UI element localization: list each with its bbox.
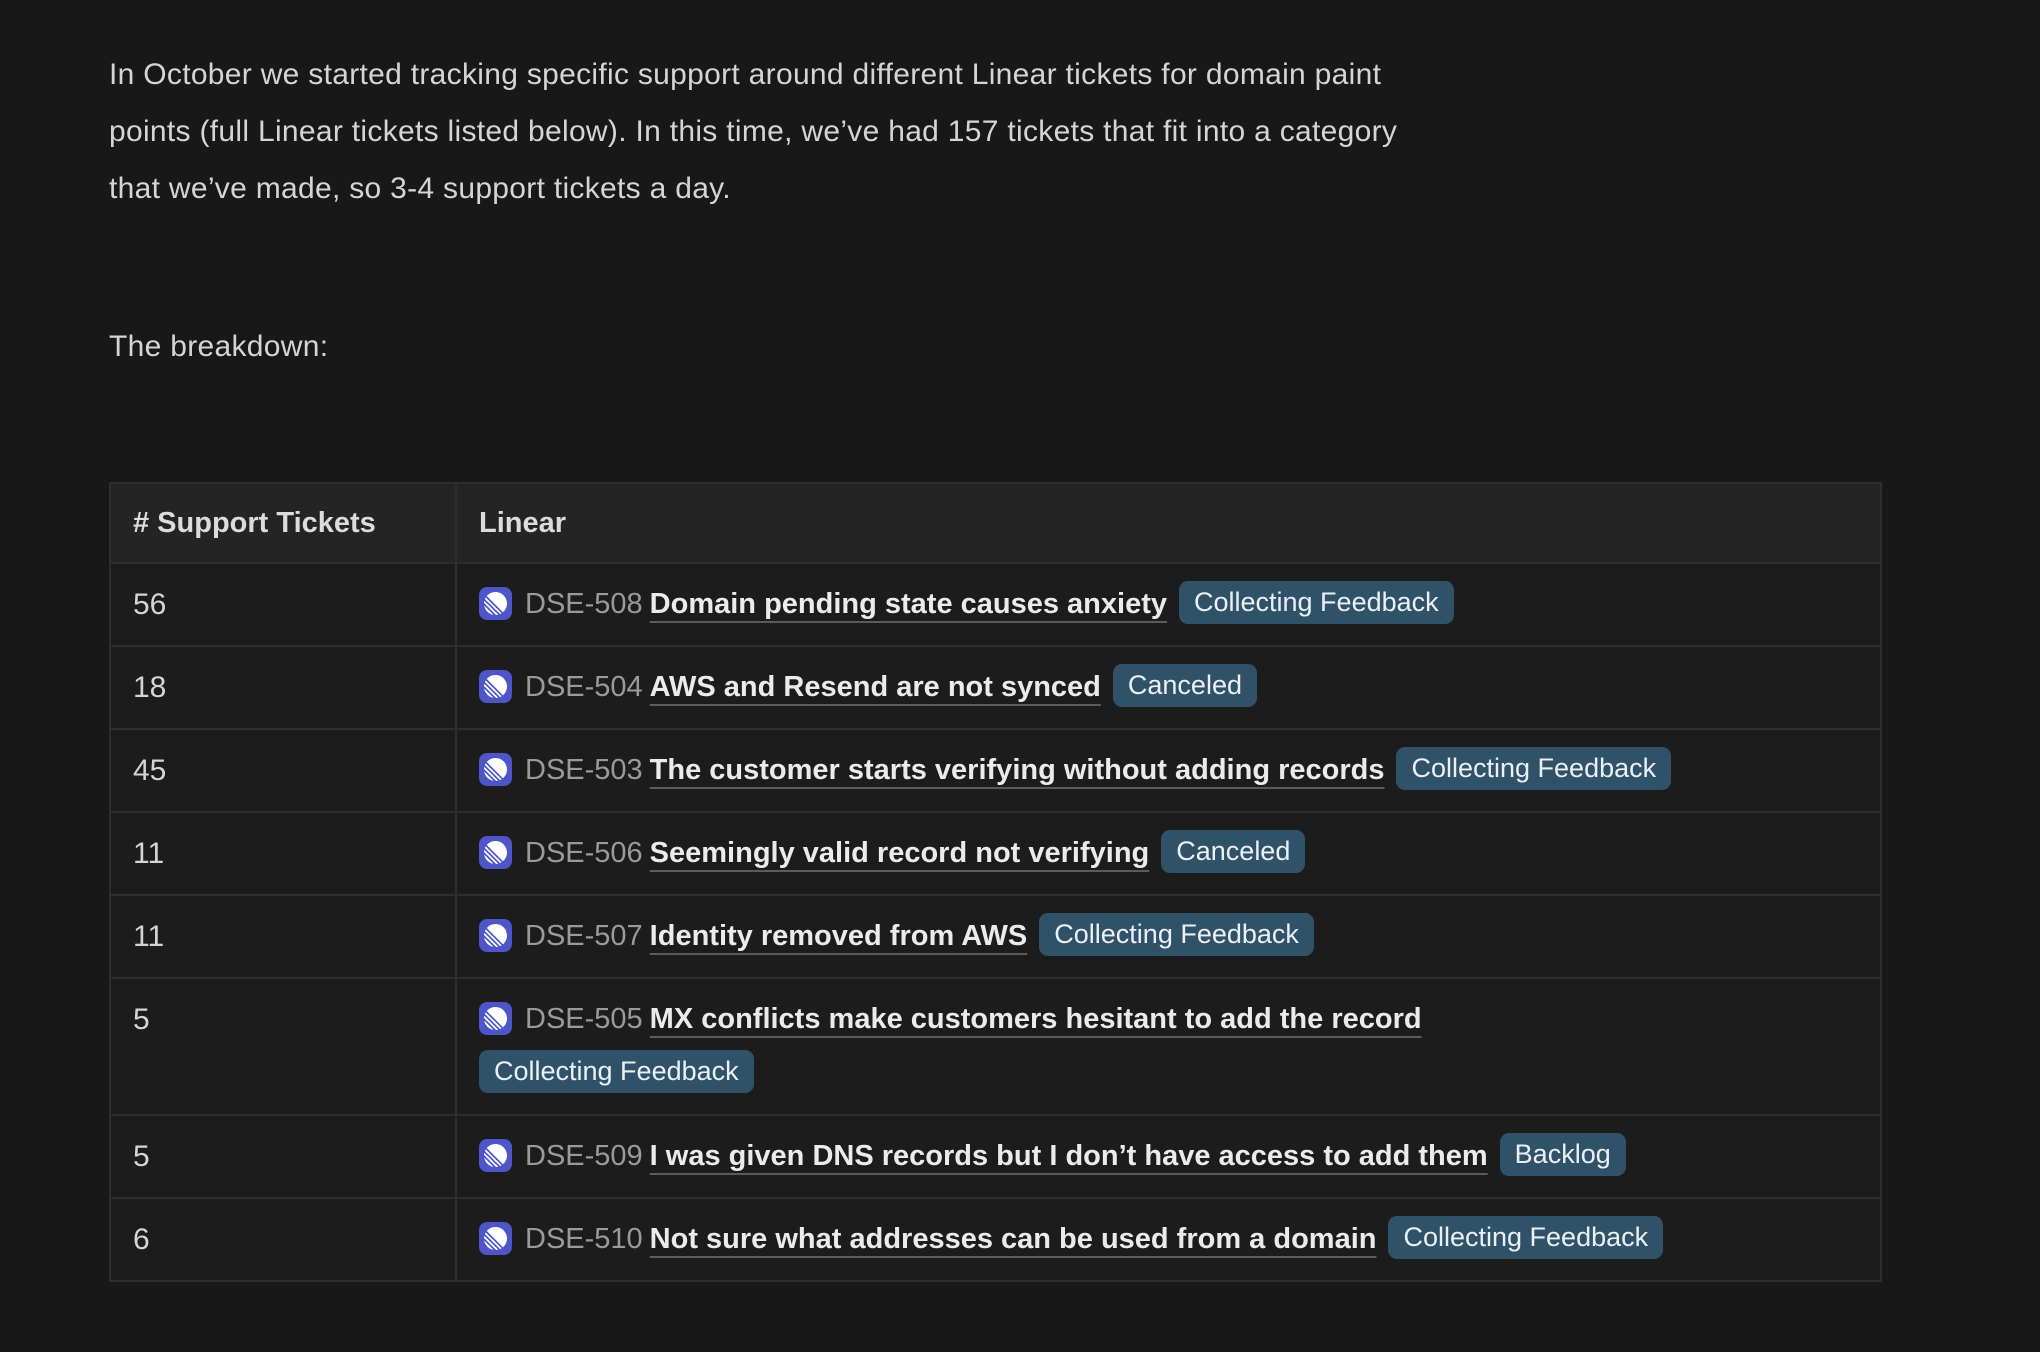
table-row: 5 DSE-505 MX conflicts make customers hes…: [109, 977, 1882, 1116]
ticket-title: Seemingly valid record not verifying: [649, 837, 1150, 869]
ticket-title: I was given DNS records but I don’t have…: [649, 1140, 1488, 1172]
table-row: 11 DSE-506 Seemingly valid record not ver…: [109, 811, 1882, 896]
intro-line: points (full Linear tickets listed below…: [109, 115, 1398, 148]
status-badge: Collecting Feedback: [1396, 747, 1672, 790]
linear-ticket-cell[interactable]: DSE-503 The customer starts verifying wit…: [455, 728, 1882, 813]
ticket-id: DSE-504: [525, 671, 643, 703]
linear-ticket-cell[interactable]: DSE-508 Domain pending state causes anxie…: [455, 562, 1882, 647]
status-badge: Collecting Feedback: [1388, 1216, 1664, 1259]
table-row: 11 DSE-507 Identity removed from AWS Colle…: [109, 894, 1882, 979]
ticket-title: Not sure what addresses can be used from…: [649, 1223, 1377, 1255]
breakdown-table: # Support Tickets Linear 56 DSE-508 Domai…: [109, 482, 1882, 1282]
ticket-count-cell[interactable]: 5: [109, 977, 457, 1116]
status-badge: Collecting Feedback: [479, 1050, 754, 1093]
ticket-count: 5: [133, 1003, 150, 1036]
linear-ticket-mention[interactable]: DSE-503 The customer starts verifying wit…: [479, 747, 1672, 790]
linear-logo-icon: [479, 670, 512, 703]
ticket-count: 5: [133, 1140, 150, 1173]
linear-ticket-cell[interactable]: DSE-507 Identity removed from AWS Collecti…: [455, 894, 1882, 979]
intro-line: that we’ve made, so 3-4 support tickets …: [109, 172, 731, 205]
table-row: 5 DSE-509 I was given DNS records but I d…: [109, 1114, 1882, 1199]
ticket-count: 6: [133, 1223, 150, 1256]
breakdown-label: The breakdown:: [109, 330, 329, 363]
ticket-count: 56: [133, 588, 167, 621]
linear-logo-icon: [479, 1222, 512, 1255]
ticket-count: 11: [133, 837, 165, 870]
linear-ticket-mention[interactable]: DSE-510 Not sure what addresses can be us…: [479, 1216, 1664, 1259]
table-row: 18 DSE-504 AWS and Resend are not synced C…: [109, 645, 1882, 730]
linear-logo-icon: [479, 919, 512, 952]
linear-ticket-mention[interactable]: DSE-509 I was given DNS records but I don…: [479, 1133, 1626, 1176]
ticket-id: DSE-507: [525, 920, 643, 952]
ticket-id: DSE-509: [525, 1140, 643, 1172]
linear-ticket-mention[interactable]: DSE-507 Identity removed from AWS Collecti…: [479, 913, 1314, 956]
status-badge: Collecting Feedback: [1039, 913, 1314, 956]
ticket-count-cell[interactable]: 56: [109, 562, 457, 647]
ticket-count-cell[interactable]: 11: [109, 811, 457, 896]
ticket-id: DSE-505: [525, 1003, 643, 1035]
linear-ticket-cell[interactable]: DSE-506 Seemingly valid record not verify…: [455, 811, 1882, 896]
ticket-id: DSE-510: [525, 1223, 643, 1255]
ticket-id: DSE-503: [525, 754, 643, 786]
linear-ticket-cell[interactable]: DSE-510 Not sure what addresses can be us…: [455, 1197, 1882, 1282]
ticket-title: AWS and Resend are not synced: [649, 671, 1101, 703]
linear-ticket-mention[interactable]: DSE-506 Seemingly valid record not verify…: [479, 830, 1306, 873]
column-header-linear: Linear: [455, 482, 1882, 564]
ticket-count-cell[interactable]: 45: [109, 728, 457, 813]
document-content: In October we started tracking specific …: [109, 46, 1990, 1282]
column-header-support-tickets: # Support Tickets: [109, 482, 457, 564]
table-header-row: # Support Tickets Linear: [109, 482, 1882, 564]
linear-logo-icon: [479, 836, 512, 869]
linear-ticket-mention[interactable]: DSE-504 AWS and Resend are not synced Canc…: [479, 664, 1257, 707]
ticket-id: DSE-506: [525, 837, 643, 869]
table-row: 56 DSE-508 Domain pending state causes an…: [109, 562, 1882, 647]
status-badge: Canceled: [1161, 830, 1306, 873]
linear-ticket-cell[interactable]: DSE-504 AWS and Resend are not synced Canc…: [455, 645, 1882, 730]
ticket-title: Identity removed from AWS: [649, 920, 1028, 952]
ticket-count-cell[interactable]: 18: [109, 645, 457, 730]
linear-ticket-cell[interactable]: DSE-509 I was given DNS records but I don…: [455, 1114, 1882, 1199]
intro-paragraph: In October we started tracking specific …: [109, 46, 1990, 217]
table-row: 45 DSE-503 The customer starts verifying …: [109, 728, 1882, 813]
ticket-count: 18: [133, 671, 167, 704]
linear-ticket-mention[interactable]: DSE-505 MX conflicts make customers hesit…: [479, 1002, 1434, 1093]
status-badge: Collecting Feedback: [1179, 581, 1454, 624]
ticket-count: 45: [133, 754, 167, 787]
linear-ticket-cell[interactable]: DSE-505 MX conflicts make customers hesit…: [455, 977, 1882, 1116]
ticket-count-cell[interactable]: 11: [109, 894, 457, 979]
linear-ticket-mention[interactable]: DSE-508 Domain pending state causes anxie…: [479, 581, 1454, 624]
table-row: 6 DSE-510 Not sure what addresses can be …: [109, 1197, 1882, 1282]
ticket-count-cell[interactable]: 6: [109, 1197, 457, 1282]
linear-logo-icon: [479, 1002, 512, 1035]
status-badge: Canceled: [1112, 664, 1257, 707]
ticket-count-cell[interactable]: 5: [109, 1114, 457, 1199]
ticket-title: MX conflicts make customers hesitant to …: [649, 1003, 1422, 1035]
ticket-count: 11: [133, 920, 165, 953]
status-badge: Backlog: [1499, 1133, 1626, 1176]
linear-logo-icon: [479, 587, 512, 620]
ticket-title: Domain pending state causes anxiety: [649, 588, 1167, 620]
linear-logo-icon: [479, 753, 512, 786]
ticket-title: The customer starts verifying without ad…: [649, 754, 1385, 786]
ticket-id: DSE-508: [525, 588, 643, 620]
intro-line: In October we started tracking specific …: [109, 58, 1382, 91]
linear-logo-icon: [479, 1139, 512, 1172]
